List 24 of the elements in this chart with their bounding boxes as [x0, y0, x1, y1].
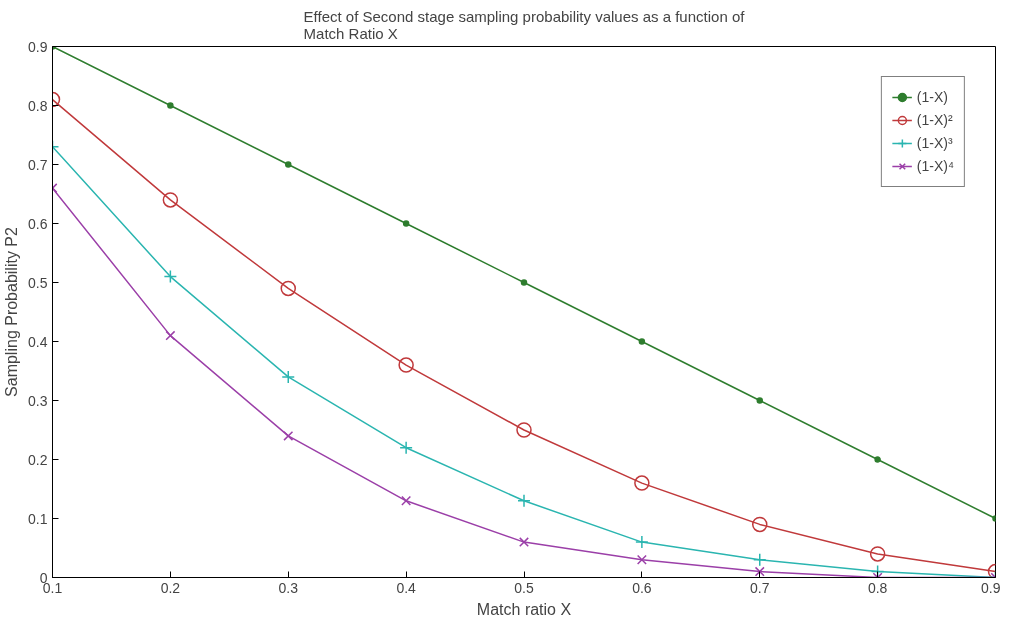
- y-tick-label: 0.7: [28, 156, 48, 173]
- x-tick-label: 0.9: [981, 579, 1001, 596]
- legend-label: (1-X): [916, 89, 948, 105]
- legend-label: (1-X)³: [916, 135, 953, 151]
- x-tick-label: 0.6: [632, 579, 652, 596]
- y-tick-label: 0.3: [28, 392, 48, 409]
- x-tick-label: 0.5: [514, 579, 534, 596]
- y-axis-title: Sampling Probability P2: [3, 226, 21, 397]
- y-tick-label: 0.5: [28, 274, 48, 291]
- legend-label: (1-X)⁴: [916, 158, 954, 174]
- y-tick-label: 0.6: [28, 215, 48, 232]
- y-tick-label: 0.9: [28, 38, 48, 55]
- x-tick-label: 0.2: [160, 579, 181, 596]
- x-tick-label: 0.3: [278, 579, 299, 596]
- x-tick-label: 0.7: [750, 579, 770, 596]
- x-tick-label: 0.4: [396, 579, 417, 596]
- legend-label: (1-X)²: [916, 112, 953, 128]
- x-axis-title: Match ratio X: [476, 600, 572, 618]
- y-tick-label: 0.2: [28, 451, 48, 468]
- chart-title: Effect of Second stage sampling probability values as a function of Match Ratio X: [303, 7, 746, 42]
- x-tick-label: 0.8: [867, 579, 888, 596]
- y-tick-label: 0.1: [28, 510, 48, 527]
- y-tick-label: 0.4: [28, 333, 48, 350]
- y-tick-label: 0.8: [28, 97, 48, 114]
